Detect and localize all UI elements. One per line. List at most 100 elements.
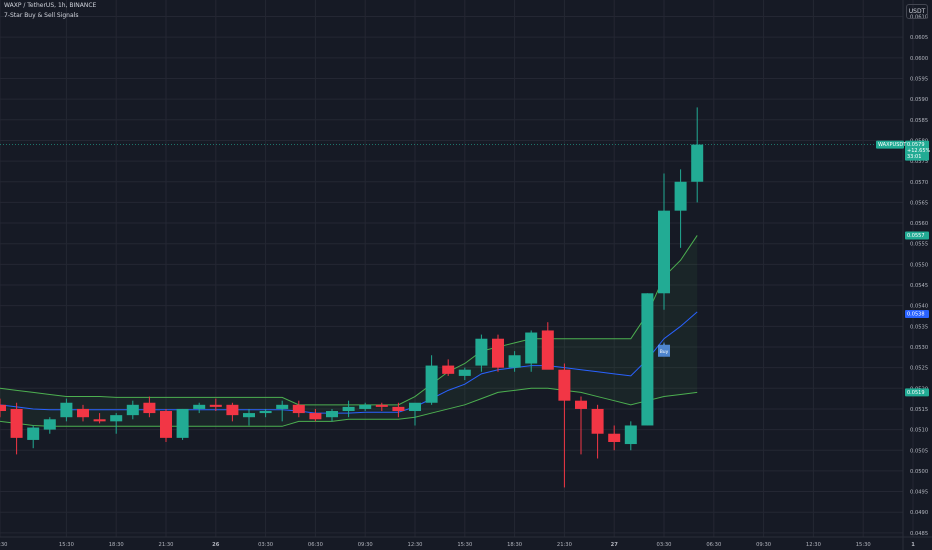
candle-body bbox=[0, 404, 6, 412]
candle bbox=[176, 408, 189, 440]
x-tick-label: 21:30 bbox=[557, 542, 572, 548]
candle-body bbox=[641, 293, 654, 426]
y-tick-label: 0.0540 bbox=[910, 304, 928, 310]
y-tick-label: 0.0490 bbox=[910, 510, 928, 516]
y-tick-label: 0.0515 bbox=[910, 407, 928, 413]
band-fill bbox=[0, 235, 698, 427]
x-tick-label: 06:30 bbox=[308, 542, 323, 548]
y-tick-label: 0.0555 bbox=[910, 242, 928, 248]
y-tick-label: 0.0560 bbox=[910, 221, 928, 227]
buy-signal[interactable]: Buy bbox=[658, 341, 670, 357]
candle bbox=[492, 334, 504, 372]
candle-body bbox=[342, 406, 355, 412]
band-basis-tag: 0.0538 bbox=[905, 309, 929, 318]
candle-body bbox=[276, 404, 289, 409]
y-tick-label: 0.0495 bbox=[910, 490, 928, 496]
candle bbox=[0, 398, 6, 418]
candle-body bbox=[226, 404, 239, 416]
candle-body bbox=[608, 433, 621, 442]
candle-body bbox=[60, 402, 73, 418]
y-tick-label: 0.0565 bbox=[910, 200, 928, 206]
candle bbox=[425, 355, 438, 405]
band-upper-tag-text: 0.0557 bbox=[907, 233, 925, 239]
x-tick-label: 12:30 bbox=[408, 542, 423, 548]
candle bbox=[591, 404, 604, 459]
candle-body bbox=[110, 415, 123, 422]
y-tick-label: 0.0590 bbox=[910, 97, 928, 103]
candle bbox=[226, 402, 239, 422]
symbol-tag-bg bbox=[876, 140, 904, 149]
candle bbox=[525, 330, 538, 372]
x-tick-label: 18:30 bbox=[507, 542, 522, 548]
candle bbox=[558, 363, 571, 488]
candle bbox=[60, 398, 73, 422]
candle bbox=[641, 293, 654, 426]
candle-body bbox=[624, 425, 637, 445]
candle bbox=[475, 334, 488, 372]
band-lower-tag: 0.0519 bbox=[905, 388, 929, 397]
y-tick-label: 0.0600 bbox=[910, 56, 928, 62]
x-tick-label: 03:30 bbox=[657, 542, 672, 548]
candle bbox=[674, 169, 687, 248]
x-tick-label: 21:30 bbox=[159, 542, 174, 548]
y-tick-label: 0.0535 bbox=[910, 324, 928, 330]
y-tick-label: 0.0525 bbox=[910, 366, 928, 372]
candle bbox=[508, 351, 521, 372]
candle bbox=[658, 173, 670, 310]
candle-body bbox=[658, 210, 670, 294]
candle bbox=[326, 408, 338, 422]
candle bbox=[624, 421, 637, 451]
symbol-tag: WAXPUSDT bbox=[876, 140, 907, 149]
candle-body bbox=[691, 144, 704, 182]
candle-body bbox=[93, 419, 106, 422]
band-upper-tag: 0.0557 bbox=[905, 231, 929, 240]
candle-body bbox=[409, 402, 421, 412]
band-upper-tag-bg bbox=[905, 231, 929, 240]
band-lower-tag-bg bbox=[905, 388, 929, 397]
candle bbox=[243, 408, 255, 426]
candle-body bbox=[126, 404, 139, 416]
x-tick-label: 09:30 bbox=[358, 542, 373, 548]
x-tick-label: 27 bbox=[611, 542, 619, 548]
candle bbox=[93, 413, 106, 424]
symbol-tag-text: WAXPUSDT bbox=[878, 142, 907, 148]
candle bbox=[276, 400, 289, 422]
y-tick-label: 0.0545 bbox=[910, 283, 928, 289]
candle-body bbox=[193, 404, 206, 409]
candle bbox=[409, 402, 421, 426]
currency-button[interactable]: USDT bbox=[906, 4, 928, 19]
candle-body bbox=[541, 330, 554, 370]
candle-body bbox=[392, 406, 405, 412]
x-tick-label: 1 bbox=[911, 542, 915, 548]
candle bbox=[110, 413, 123, 434]
candle bbox=[392, 402, 405, 418]
candle bbox=[43, 417, 56, 434]
band-lower-tag-text: 0.0519 bbox=[907, 390, 925, 396]
candle-body bbox=[375, 404, 388, 407]
x-tick-label: 18:30 bbox=[109, 542, 124, 548]
candle-body bbox=[558, 369, 571, 401]
candles bbox=[0, 107, 704, 488]
candle bbox=[292, 400, 305, 418]
candle-body bbox=[160, 411, 172, 438]
candle bbox=[27, 425, 40, 449]
x-tick-label: 12:30 bbox=[806, 542, 821, 548]
candle bbox=[691, 107, 704, 203]
candle-body bbox=[243, 413, 255, 418]
y-tick-label: 0.0610 bbox=[910, 15, 928, 21]
candle-body bbox=[326, 411, 338, 418]
y-tick-label: 0.0505 bbox=[910, 448, 928, 454]
candle-body bbox=[27, 427, 40, 440]
y-tick-label: 0.0585 bbox=[910, 118, 928, 124]
indicator-label[interactable]: 7-Star Buy & Sell Signals bbox=[4, 12, 79, 19]
candle-body bbox=[209, 404, 222, 407]
x-tick-label: 03:30 bbox=[258, 542, 273, 548]
candle bbox=[193, 402, 206, 414]
y-tick-label: 0.0530 bbox=[910, 345, 928, 351]
candle bbox=[575, 396, 587, 455]
chart-overlay: Buy bbox=[0, 144, 903, 357]
buy-signal-label: Buy bbox=[660, 349, 669, 355]
candle bbox=[359, 402, 372, 412]
